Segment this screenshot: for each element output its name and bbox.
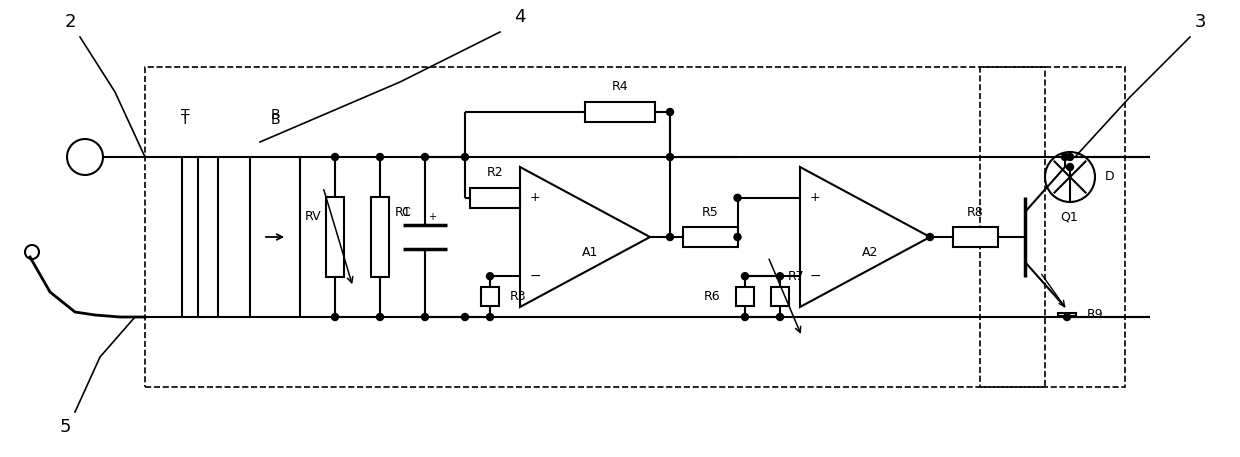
Circle shape xyxy=(776,314,784,320)
Circle shape xyxy=(734,194,742,201)
Text: A2: A2 xyxy=(862,245,878,259)
Text: Q1: Q1 xyxy=(1060,211,1078,223)
Bar xyxy=(737,287,754,306)
Text: 2: 2 xyxy=(64,13,76,31)
Bar xyxy=(371,197,389,277)
Text: B: B xyxy=(270,108,280,122)
Circle shape xyxy=(1066,154,1074,160)
Bar xyxy=(481,287,498,306)
Bar xyxy=(145,67,1045,387)
Text: −: − xyxy=(529,269,541,283)
Text: +: + xyxy=(428,212,436,222)
Text: 5: 5 xyxy=(60,418,71,436)
Circle shape xyxy=(776,273,784,280)
Text: C: C xyxy=(402,206,410,218)
Bar xyxy=(198,157,218,317)
Circle shape xyxy=(1066,164,1074,170)
Circle shape xyxy=(486,314,494,320)
Text: R5: R5 xyxy=(702,206,718,218)
Circle shape xyxy=(667,108,673,116)
Circle shape xyxy=(331,154,339,160)
Text: R9: R9 xyxy=(1087,308,1104,321)
Circle shape xyxy=(926,234,934,240)
Text: T: T xyxy=(181,113,190,127)
Text: R7: R7 xyxy=(787,270,805,283)
Circle shape xyxy=(486,273,494,280)
Text: R1: R1 xyxy=(396,206,412,218)
Text: 3: 3 xyxy=(1194,13,1205,31)
Circle shape xyxy=(331,314,339,320)
Circle shape xyxy=(734,234,742,240)
Text: R4: R4 xyxy=(611,80,629,94)
Circle shape xyxy=(461,314,469,320)
Text: A1: A1 xyxy=(582,245,598,259)
Text: +: + xyxy=(810,191,821,204)
Text: R3: R3 xyxy=(510,290,527,303)
Circle shape xyxy=(1061,154,1069,160)
Text: B: B xyxy=(270,113,280,127)
Bar xyxy=(952,227,997,247)
Text: R2: R2 xyxy=(486,166,503,179)
Circle shape xyxy=(377,154,383,160)
Circle shape xyxy=(667,154,673,160)
Bar xyxy=(585,102,655,122)
Bar xyxy=(1058,314,1076,316)
Circle shape xyxy=(667,234,673,240)
Bar xyxy=(182,157,202,317)
Circle shape xyxy=(461,154,469,160)
Bar xyxy=(980,67,1125,387)
Circle shape xyxy=(742,314,749,320)
Text: +: + xyxy=(529,191,541,204)
Bar xyxy=(470,188,520,208)
Circle shape xyxy=(1064,314,1070,320)
Text: T: T xyxy=(181,108,190,122)
Circle shape xyxy=(377,314,383,320)
Text: RV: RV xyxy=(305,211,321,223)
Bar xyxy=(326,197,343,277)
Circle shape xyxy=(422,154,429,160)
Circle shape xyxy=(422,314,429,320)
Text: −: − xyxy=(810,269,821,283)
Text: R8: R8 xyxy=(967,206,983,218)
Bar xyxy=(682,227,738,247)
Bar xyxy=(771,287,789,306)
Text: R6: R6 xyxy=(703,290,720,303)
Circle shape xyxy=(742,273,749,280)
Bar xyxy=(250,157,300,317)
Text: D: D xyxy=(1105,170,1115,184)
Text: 4: 4 xyxy=(515,8,526,26)
